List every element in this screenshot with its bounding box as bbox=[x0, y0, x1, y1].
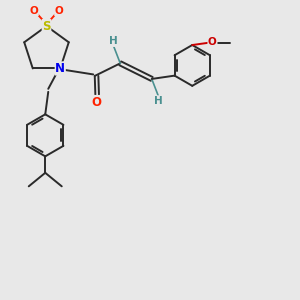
Text: O: O bbox=[29, 5, 38, 16]
Text: H: H bbox=[154, 96, 163, 106]
Text: S: S bbox=[42, 20, 51, 33]
Text: O: O bbox=[55, 5, 64, 16]
Text: O: O bbox=[91, 95, 101, 109]
Text: N: N bbox=[55, 62, 65, 75]
Text: O: O bbox=[208, 37, 217, 47]
Text: H: H bbox=[109, 36, 118, 46]
